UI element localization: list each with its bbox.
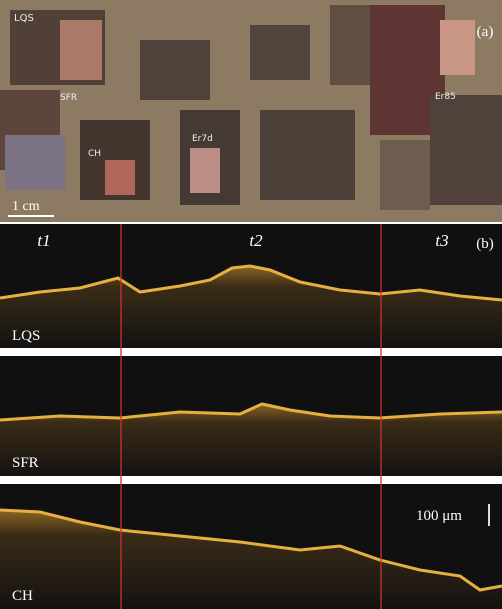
photo-panel: (a) 1 cm LQS SFR CH Er7d Er85 xyxy=(0,0,502,222)
sample-label: CH xyxy=(88,149,101,159)
scan-label: SFR xyxy=(12,455,39,471)
scan-label: CH xyxy=(12,588,33,604)
scale-bar-label: 1 cm xyxy=(12,199,40,214)
scan-label: LQS xyxy=(12,328,40,344)
scale-bar-label: 100 μm xyxy=(416,508,462,524)
panel-label: (b) xyxy=(476,236,494,252)
sample-label: LQS xyxy=(14,13,34,24)
sample-label: Er7d xyxy=(192,134,213,144)
sample-label: Er85 xyxy=(435,92,456,102)
sample-label: SFR xyxy=(60,93,77,103)
time-label: t2 xyxy=(249,231,263,250)
panel-label: (a) xyxy=(477,24,494,40)
oct-scan: SFR xyxy=(0,356,502,476)
time-label: t3 xyxy=(435,231,448,250)
oct-scan: CH 100 μm xyxy=(0,484,502,609)
figure: (a) 1 cm LQS SFR CH Er7d Er85 LQS SFR CH… xyxy=(0,0,502,609)
time-label: t1 xyxy=(37,231,50,250)
